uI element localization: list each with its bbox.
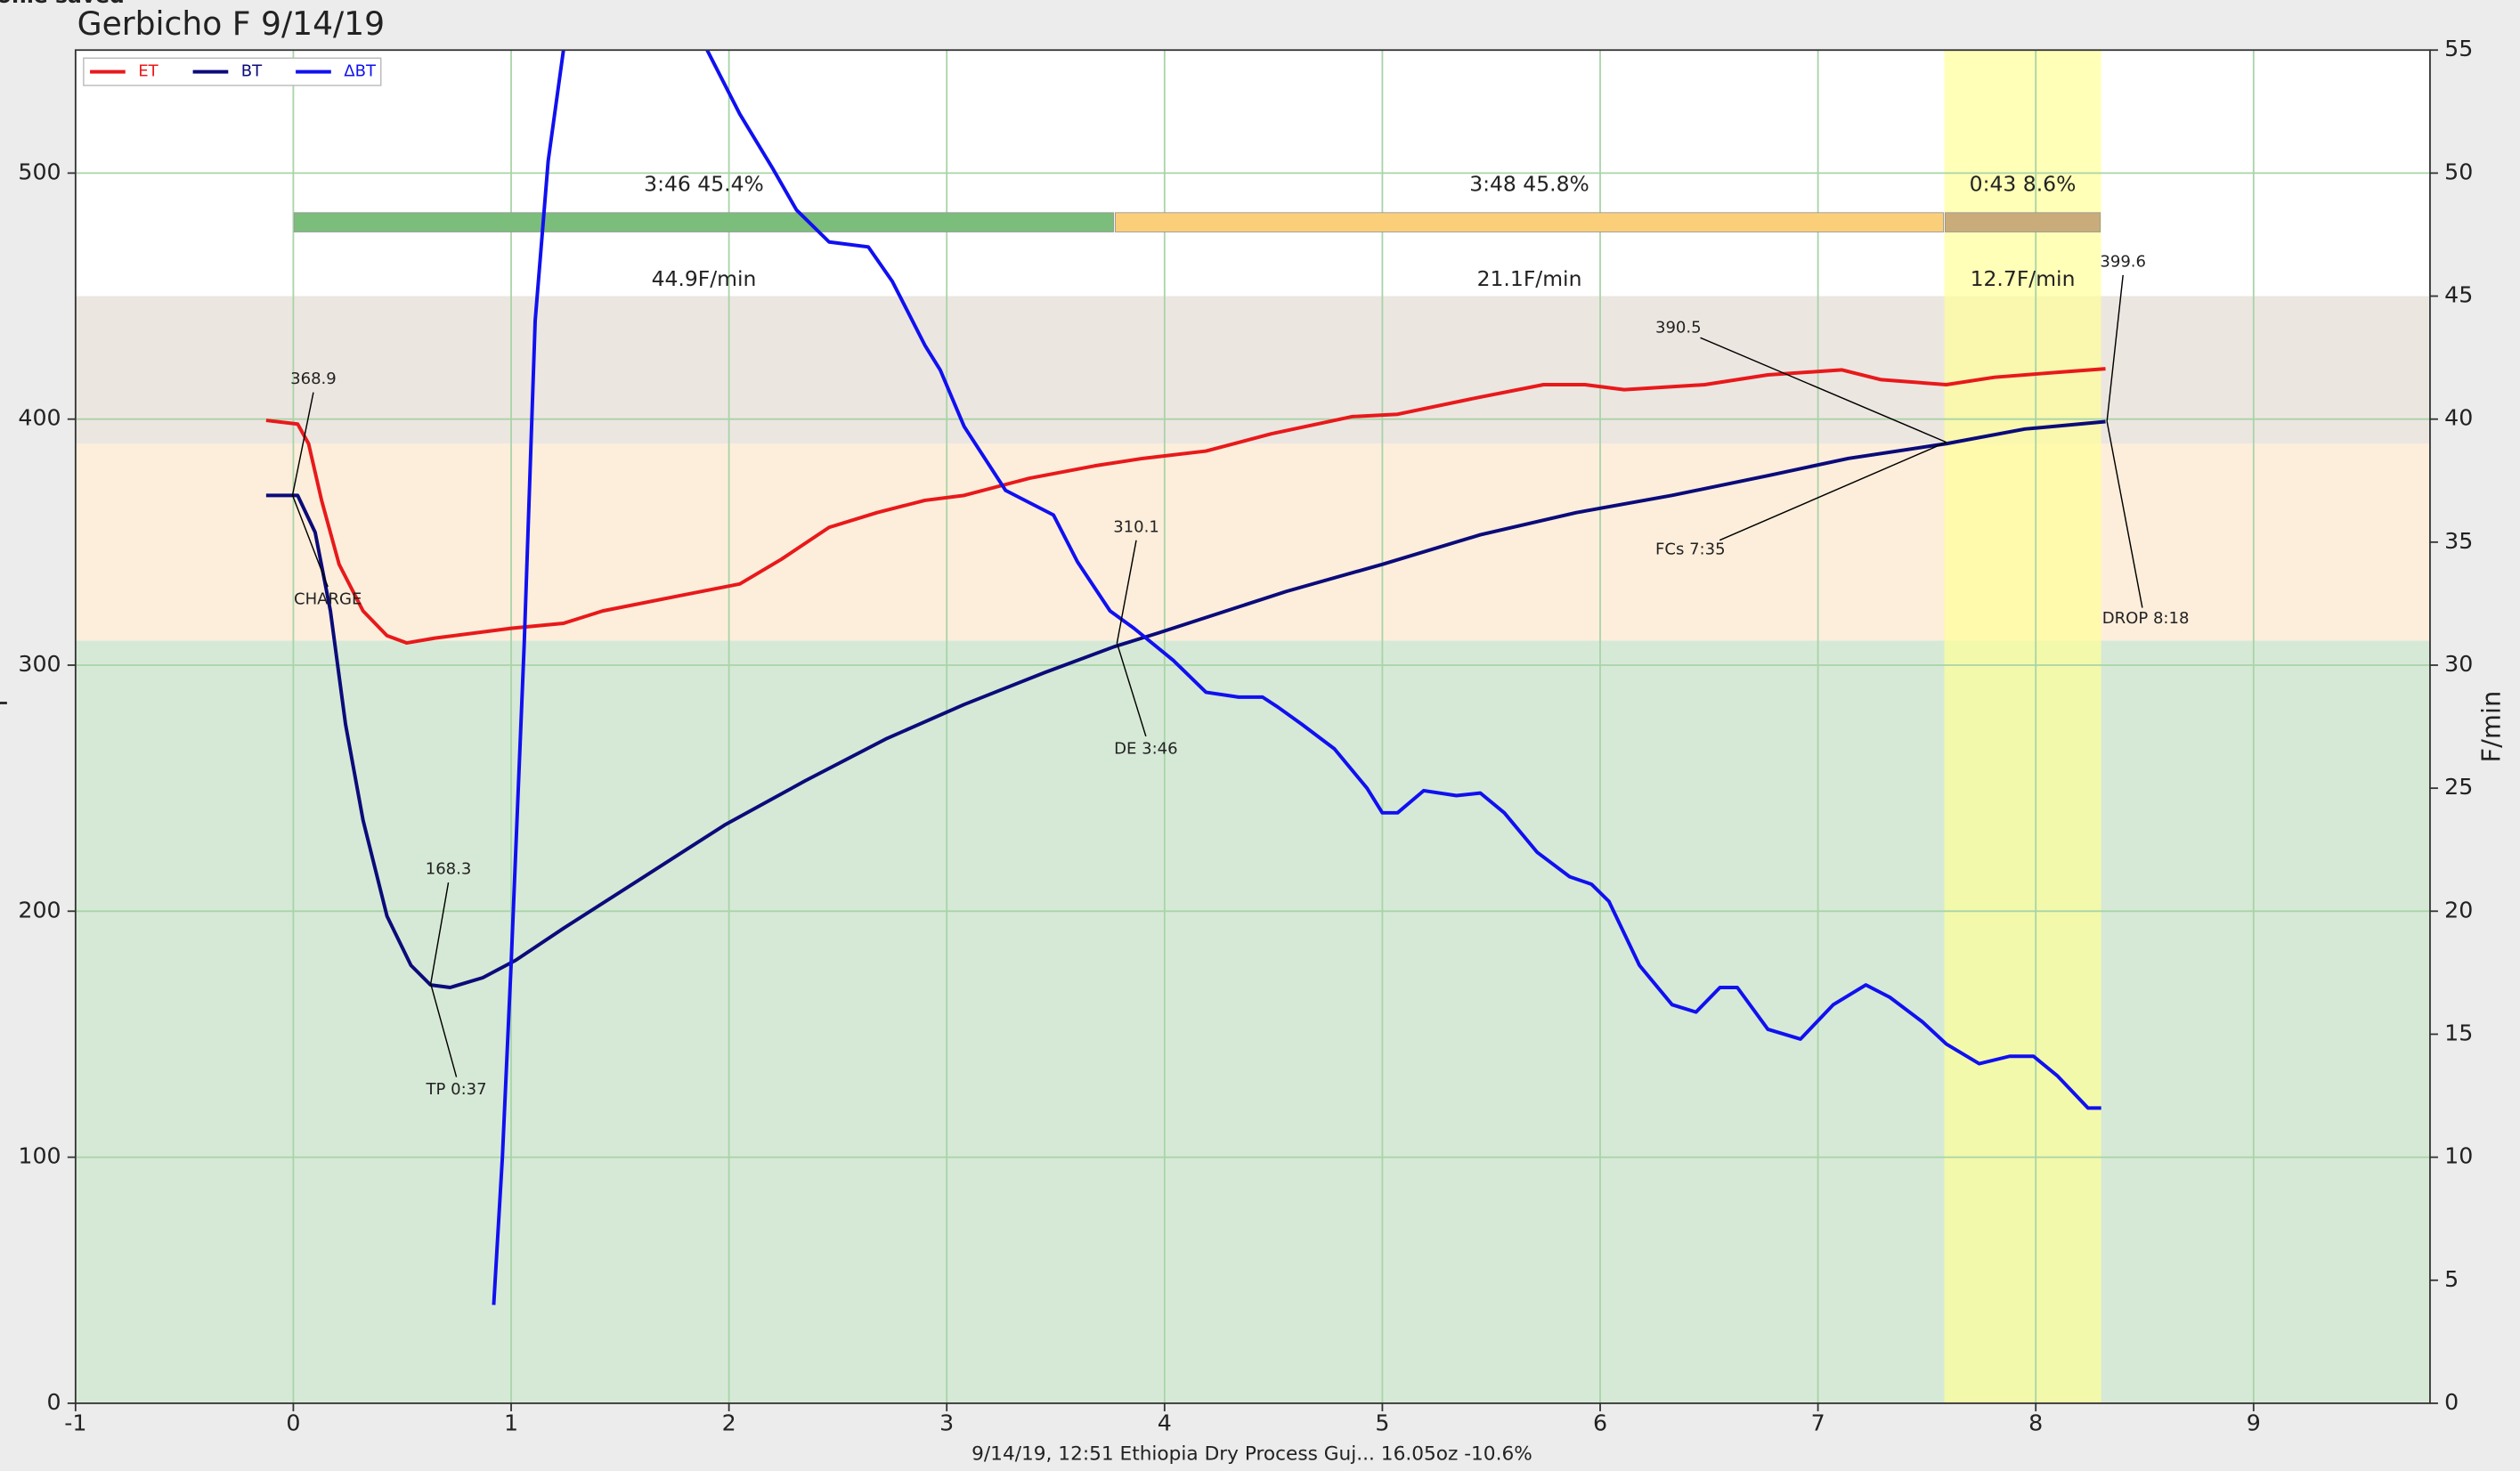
series-line: [265, 419, 2106, 989]
series-line: [265, 367, 2106, 646]
event-leader: [1116, 643, 1147, 737]
event-leader: [1700, 337, 1947, 443]
y-tick-label: 400: [18, 405, 61, 431]
x-tick-label: 6: [1593, 1410, 1607, 1435]
x-tick-label: 1: [504, 1410, 518, 1435]
x-tick-label: 2: [722, 1410, 736, 1435]
y2-tick-label: 5: [2444, 1266, 2459, 1292]
y-tick-label: 300: [18, 651, 61, 677]
phase-label: 0:43 8.6%: [1970, 172, 2077, 197]
y2-tick-label: 45: [2444, 282, 2473, 308]
event-label: CHARGE: [294, 589, 362, 608]
x-tick-label: 4: [1158, 1410, 1172, 1435]
legend: ET BT ΔBT: [83, 57, 382, 86]
event-label: TP 0:37: [426, 1080, 487, 1099]
series-line: [492, 50, 2101, 1305]
y2-axis-label: F/min: [2475, 691, 2506, 763]
event-leader: [291, 392, 314, 496]
y2-tick-label: 55: [2444, 36, 2473, 61]
event-value: 399.6: [2100, 252, 2146, 271]
y2-tick-label: 15: [2444, 1020, 2473, 1045]
phase-rate: 44.9F/min: [652, 266, 757, 291]
y2-tick-label: 30: [2444, 651, 2473, 677]
x-tick-label: 3: [939, 1410, 954, 1435]
phase-rate: 21.1F/min: [1477, 266, 1582, 291]
phase-label: 3:46 45.4%: [644, 172, 764, 197]
footer: 9/14/19, 12:51 Ethiopia Dry Process Guj.…: [971, 1443, 1532, 1466]
highlight-span: [1944, 50, 2101, 1403]
legend-label: ΔBT: [344, 62, 377, 81]
event-leader: [1719, 441, 1947, 541]
legend-box: [83, 57, 382, 86]
chart-title: Gerbicho F 9/14/19: [77, 5, 385, 43]
event-label: FCs 7:35: [1655, 540, 1726, 559]
x-tick-label: 8: [2028, 1410, 2043, 1435]
x-tick-label: 0: [286, 1410, 300, 1435]
y-tick-label: 200: [18, 897, 61, 922]
phase-rate: 12.7F/min: [1971, 266, 2076, 291]
y2-tick-label: 0: [2444, 1389, 2459, 1415]
legend-label: BT: [241, 62, 263, 81]
event-leader: [2106, 274, 2124, 422]
event-value: 368.9: [290, 370, 337, 388]
event-leader: [2106, 421, 2143, 608]
x-tick-label: 9: [2247, 1410, 2261, 1435]
event-value: 310.1: [1113, 517, 1159, 536]
y-axis-label: F: [0, 692, 13, 707]
y2-tick-label: 50: [2444, 158, 2473, 184]
phase-label: 3:48 45.8%: [1469, 172, 1589, 197]
plot-frame: [74, 49, 2431, 1404]
event-leader: [1116, 540, 1137, 644]
y-tick-label: 0: [47, 1389, 61, 1415]
event-value: 390.5: [1655, 318, 1702, 337]
event-label: DROP 8:18: [2102, 609, 2190, 628]
status-text: ofile saved: [0, 0, 125, 8]
legend-label: ET: [138, 62, 159, 81]
y2-tick-label: 10: [2444, 1143, 2473, 1169]
x-tick-label: -1: [64, 1410, 86, 1435]
event-label: DE 3:46: [1114, 739, 1178, 758]
y2-tick-label: 25: [2444, 774, 2473, 800]
phase-bar: [293, 212, 1115, 232]
y2-tick-label: 35: [2444, 528, 2473, 554]
event-value: 168.3: [426, 860, 472, 879]
y2-tick-label: 20: [2444, 897, 2473, 922]
event-leader: [291, 494, 329, 588]
y-tick-label: 100: [18, 1143, 61, 1169]
x-tick-label: 7: [1811, 1410, 1825, 1435]
y-tick-label: 500: [18, 158, 61, 184]
event-leader: [430, 983, 458, 1077]
y2-tick-label: 40: [2444, 405, 2473, 431]
plot-layer: 3:46 45.4% 44.9F/min 3:48 45.8% 21.1F/min 0:…: [75, 50, 2430, 1403]
event-leader: [429, 882, 450, 984]
x-tick-label: 5: [1375, 1410, 1389, 1435]
phase-bar: [1115, 212, 1945, 232]
phase-bar: [1944, 212, 2101, 232]
